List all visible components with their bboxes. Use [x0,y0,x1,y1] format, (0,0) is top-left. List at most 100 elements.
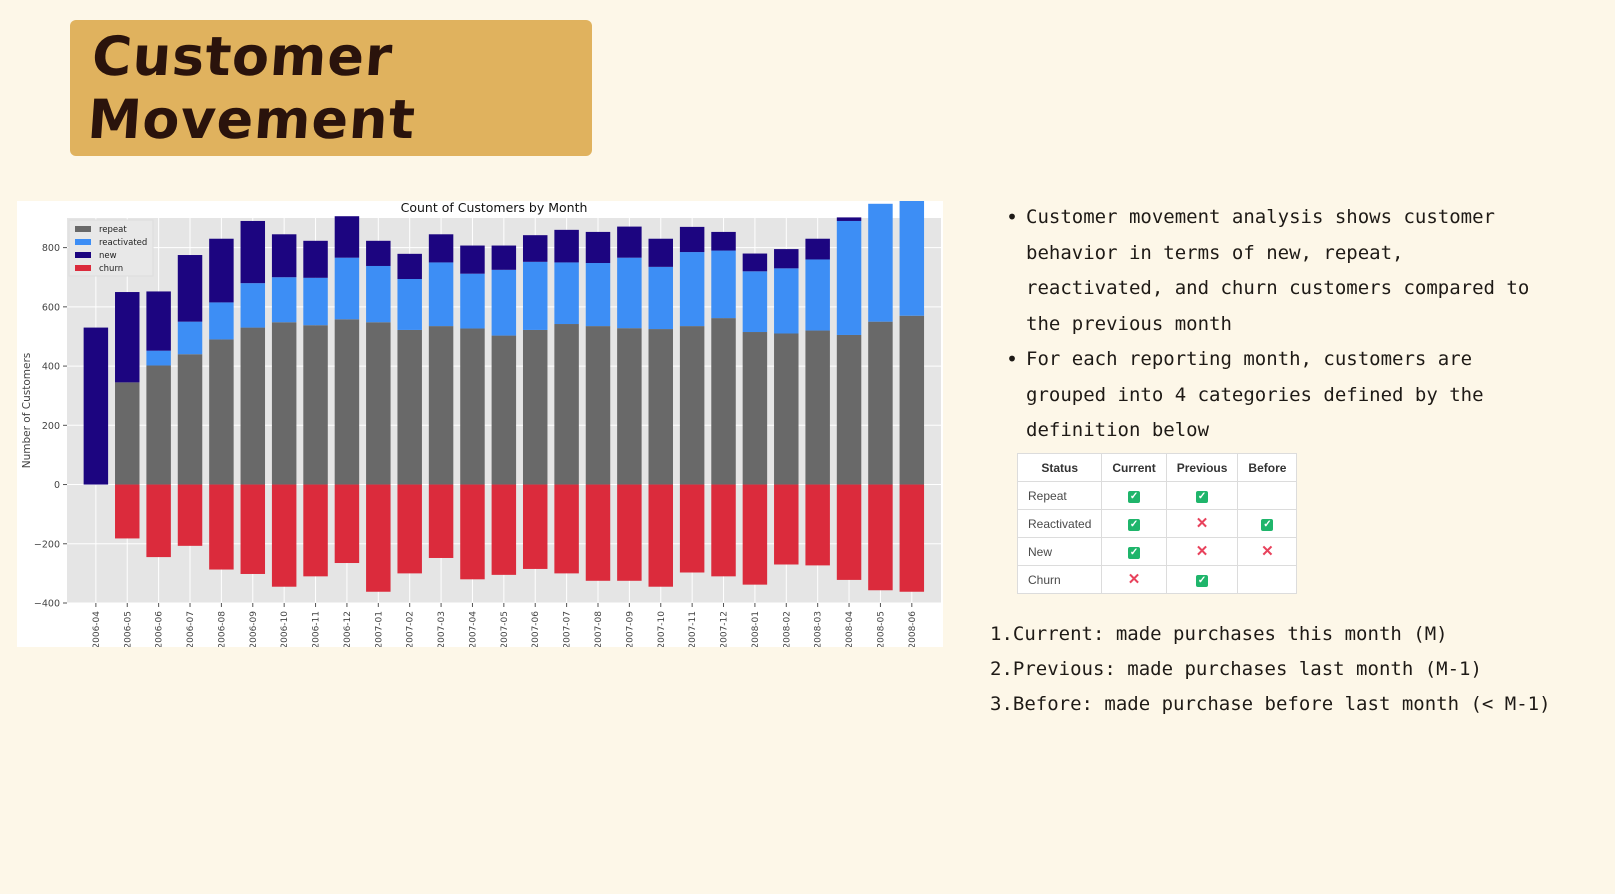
bar-new [240,220,266,284]
definitions-list: 1.Current: made purchases this month (M)… [990,617,1551,722]
bar-churn [146,484,171,558]
bar-churn [585,484,611,581]
bar-new [146,291,171,351]
bar-repeat [460,328,485,485]
bar-reactivated [303,277,328,326]
table-header-row: Status Current Previous Before [1016,453,1298,482]
bar-repeat [868,321,893,485]
bar-churn [522,484,548,569]
bar-new [271,234,297,278]
definition-number: 1. [990,623,1013,645]
bar-churn [271,484,297,587]
bar-repeat [585,326,611,485]
bar-new [428,234,454,263]
bar-reactivated [899,201,925,316]
y-axis-label: Number of Customers [21,353,33,468]
bar-new [209,238,234,303]
bar-new [805,238,830,260]
definition-text: Previous: made purchases last month (M-1… [1012,658,1482,680]
bar-repeat [899,315,925,485]
bar-reactivated [240,283,266,328]
status-cell: Repeat [1016,481,1103,510]
definition-table: Status Current Previous Before Repeat ✓ ✓ R… [1016,453,1298,594]
table-row: Reactivated ✓ ✕ ✓ [1016,509,1298,538]
bar-repeat [303,325,328,485]
previous-cell: ✓ [1165,481,1239,510]
bar-reactivated [491,269,517,336]
bar-churn [742,484,768,585]
bar-repeat [240,327,266,485]
bar-reactivated [774,268,799,334]
bar-reactivated [428,262,454,327]
x-tick-label: 2007-08 [594,611,604,647]
bar-repeat [522,329,548,485]
bar-new [742,253,768,272]
status-cell: Churn [1016,565,1103,594]
bar-churn [711,484,736,577]
bar-reactivated [366,265,391,323]
bar-repeat [491,335,517,485]
bar-repeat [554,324,579,485]
bar-repeat [679,326,705,485]
bar-churn [554,484,579,574]
bar-new [491,245,517,270]
y-tick-label: 0 [54,480,60,491]
x-tick-label: 2007-10 [657,611,667,647]
cross-icon: ✕ [1195,542,1209,560]
x-tick-label: 2006-06 [155,611,165,647]
bar-repeat [805,330,830,485]
definition-item: 1.Current: made purchases this month (M) [990,617,1551,652]
bar-churn [805,484,830,566]
x-tick-label: 2006-05 [123,611,133,647]
bar-reactivated [334,257,360,320]
x-tick-label: 2006-08 [217,611,227,647]
table-row: Churn ✕ ✓ [1016,565,1298,594]
bar-reactivated [271,277,297,323]
bar-new [115,292,140,383]
y-tick-label: 200 [42,421,60,432]
bar-repeat [209,339,234,485]
bar-new [617,226,642,258]
title-banner: Customer Movement [70,20,592,156]
x-tick-label: 2007-01 [374,611,384,647]
x-tick-label: 2008-04 [845,611,855,647]
bar-reactivated [397,279,422,330]
bar-repeat [177,354,203,485]
current-cell: ✓ [1101,509,1167,538]
y-tick-label: 600 [42,302,60,313]
bar-repeat [271,322,297,485]
bar-new [460,245,485,274]
check-icon: ✓ [1128,491,1141,503]
cross-icon: ✕ [1195,514,1209,532]
definition-text: Current: made purchases this month (M) [1012,623,1448,645]
bar-churn [428,484,454,558]
bar-new [397,253,422,280]
x-tick-label: 2006-04 [92,611,102,647]
bar-repeat [774,333,799,485]
legend-swatch [75,252,91,258]
bullet-item: For each reporting month, customers are … [1006,342,1546,449]
bar-reactivated [711,250,736,319]
bar-repeat [366,322,391,485]
bar-new [554,229,579,263]
chart-title: Count of Customers by Month [401,201,588,215]
legend-swatch [75,226,91,232]
bar-reactivated [617,257,642,329]
bar-repeat [648,329,673,485]
check-icon: ✓ [1128,547,1141,559]
bar-reactivated [805,259,830,331]
before-cell: ✕ [1237,537,1298,566]
x-tick-label: 2006-11 [312,611,322,647]
page-title: Customer Movement [85,25,418,151]
bar-reactivated [177,321,203,355]
bar-reactivated [460,273,485,329]
bar-new [648,238,673,267]
bar-churn [240,484,266,574]
description-bullets: Customer movement analysis shows custome… [1006,200,1546,449]
status-cell: New [1016,537,1103,566]
bar-churn [648,484,673,587]
bar-new [366,240,391,266]
bar-repeat [711,318,736,485]
bar-reactivated [554,262,579,325]
before-cell [1237,481,1298,510]
